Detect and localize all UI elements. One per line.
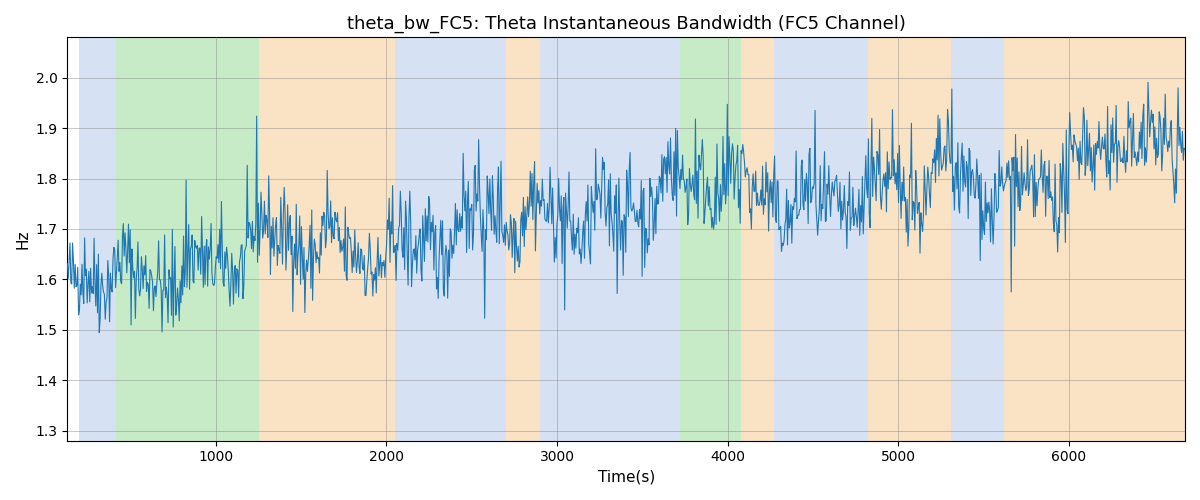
Title: theta_bw_FC5: Theta Instantaneous Bandwidth (FC5 Channel): theta_bw_FC5: Theta Instantaneous Bandwi… [347,15,906,34]
Bar [868,38,952,440]
Bar [680,38,742,440]
Bar [774,38,868,440]
Bar [116,38,258,440]
Bar [395,38,506,440]
X-axis label: Time(s): Time(s) [598,470,655,485]
Bar [648,38,680,440]
Bar [540,38,648,440]
Bar [79,38,116,440]
Y-axis label: Hz: Hz [16,230,30,249]
Bar [952,38,1004,440]
Bar [742,38,774,440]
Bar [1004,38,1186,440]
Bar [506,38,540,440]
Bar [258,38,395,440]
